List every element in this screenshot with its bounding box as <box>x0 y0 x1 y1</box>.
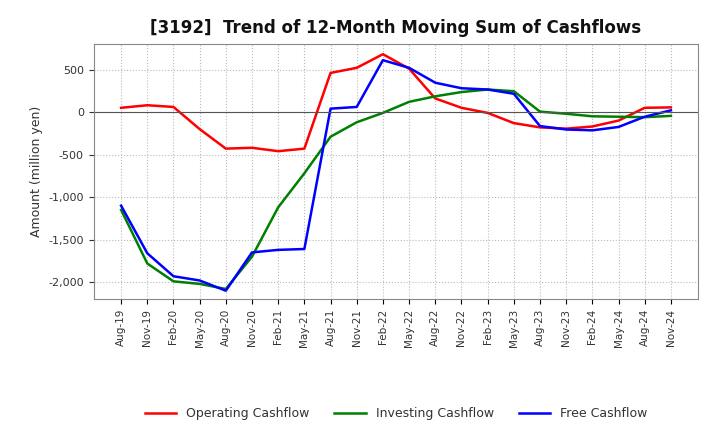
Investing Cashflow <box>274 205 282 210</box>
Free Cashflow <box>300 246 309 252</box>
Free Cashflow <box>614 124 623 129</box>
Investing Cashflow <box>143 261 152 266</box>
Operating Cashflow <box>457 105 466 110</box>
Operating Cashflow <box>431 96 440 101</box>
Line: Free Cashflow: Free Cashflow <box>121 60 671 291</box>
Free Cashflow <box>405 65 413 70</box>
Investing Cashflow <box>326 134 335 139</box>
Free Cashflow <box>222 288 230 293</box>
Investing Cashflow <box>169 279 178 284</box>
Free Cashflow <box>562 127 570 132</box>
Operating Cashflow <box>379 51 387 57</box>
Investing Cashflow <box>431 94 440 99</box>
Investing Cashflow <box>562 111 570 117</box>
Operating Cashflow <box>274 149 282 154</box>
Operating Cashflow <box>117 105 125 110</box>
Free Cashflow <box>667 108 675 113</box>
Investing Cashflow <box>405 99 413 104</box>
Free Cashflow <box>352 104 361 110</box>
Investing Cashflow <box>300 171 309 176</box>
Operating Cashflow <box>405 66 413 71</box>
Operating Cashflow <box>222 146 230 151</box>
Free Cashflow <box>379 58 387 63</box>
Operating Cashflow <box>562 126 570 131</box>
Free Cashflow <box>536 124 544 129</box>
Free Cashflow <box>274 247 282 253</box>
Investing Cashflow <box>222 286 230 292</box>
Free Cashflow <box>143 251 152 256</box>
Operating Cashflow <box>588 124 597 129</box>
Investing Cashflow <box>667 113 675 118</box>
Operating Cashflow <box>195 126 204 132</box>
Operating Cashflow <box>614 118 623 123</box>
Operating Cashflow <box>352 65 361 70</box>
Operating Cashflow <box>483 110 492 116</box>
Free Cashflow <box>117 203 125 208</box>
Legend: Operating Cashflow, Investing Cashflow, Free Cashflow: Operating Cashflow, Investing Cashflow, … <box>140 403 652 425</box>
Free Cashflow <box>588 128 597 133</box>
Free Cashflow <box>431 80 440 85</box>
Operating Cashflow <box>169 104 178 110</box>
Investing Cashflow <box>588 114 597 119</box>
Free Cashflow <box>510 91 518 96</box>
Y-axis label: Amount (million yen): Amount (million yen) <box>30 106 42 237</box>
Investing Cashflow <box>483 87 492 92</box>
Free Cashflow <box>457 86 466 91</box>
Investing Cashflow <box>195 281 204 286</box>
Operating Cashflow <box>667 105 675 110</box>
Free Cashflow <box>248 250 256 255</box>
Operating Cashflow <box>510 121 518 126</box>
Operating Cashflow <box>640 105 649 110</box>
Operating Cashflow <box>300 146 309 151</box>
Investing Cashflow <box>352 120 361 125</box>
Investing Cashflow <box>536 109 544 114</box>
Free Cashflow <box>169 274 178 279</box>
Free Cashflow <box>640 114 649 119</box>
Investing Cashflow <box>457 89 466 95</box>
Investing Cashflow <box>117 207 125 213</box>
Line: Operating Cashflow: Operating Cashflow <box>121 54 671 151</box>
Operating Cashflow <box>248 145 256 150</box>
Free Cashflow <box>483 87 492 92</box>
Operating Cashflow <box>536 125 544 130</box>
Line: Investing Cashflow: Investing Cashflow <box>121 89 671 289</box>
Free Cashflow <box>195 278 204 283</box>
Operating Cashflow <box>143 103 152 108</box>
Title: [3192]  Trend of 12-Month Moving Sum of Cashflows: [3192] Trend of 12-Month Moving Sum of C… <box>150 19 642 37</box>
Operating Cashflow <box>326 70 335 76</box>
Free Cashflow <box>326 106 335 111</box>
Investing Cashflow <box>379 110 387 116</box>
Investing Cashflow <box>614 114 623 119</box>
Investing Cashflow <box>510 88 518 94</box>
Investing Cashflow <box>640 114 649 120</box>
Investing Cashflow <box>248 254 256 259</box>
